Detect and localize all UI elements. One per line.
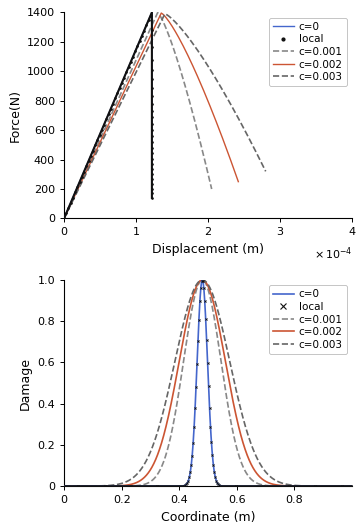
c=0.001 [289,483,293,489]
c=0.002 [202,278,206,284]
c=0 [62,483,66,489]
local [324,483,328,489]
c=0.002 [76,483,81,489]
c=0.003 [342,483,346,489]
c=0.001 [202,278,206,284]
c=0.002 [194,283,199,289]
c=0.003 [202,277,206,284]
Line: c=0.002: c=0.002 [64,280,352,486]
c=0.001 [194,287,199,293]
Legend: c=0, local, c=0.001, c=0.002, c=0.003: c=0, local, c=0.001, c=0.002, c=0.003 [269,285,347,354]
c=0 [202,290,206,297]
local [350,483,354,489]
c=0.001 [76,483,81,489]
c=0 [350,483,354,489]
Line: c=0: c=0 [64,280,352,486]
local [63,483,67,489]
c=0.002 [350,483,354,489]
c=0.002 [200,277,205,283]
c=0.002 [289,483,293,489]
Y-axis label: Force(N): Force(N) [8,89,21,142]
local [306,483,310,489]
c=0.002 [342,483,346,489]
c=0 [76,483,81,489]
c=0.003 [200,277,205,283]
c=0.001 [342,483,346,489]
c=0.003 [194,281,199,288]
c=0.001 [62,483,66,489]
c=0.002 [62,483,66,489]
c=0.003 [289,482,293,488]
c=0 [342,483,346,489]
Line: c=0.003: c=0.003 [64,280,352,486]
Legend: c=0, local, c=0.001, c=0.002, c=0.003: c=0, local, c=0.001, c=0.002, c=0.003 [269,18,347,86]
c=0.003 [350,483,354,489]
c=0.003 [341,483,346,489]
Text: $\times\,10^{-4}$: $\times\,10^{-4}$ [314,245,352,262]
c=0.003 [76,483,81,489]
c=0 [200,277,205,283]
local [201,278,205,284]
X-axis label: Displacement (m): Displacement (m) [152,243,264,256]
X-axis label: Coordinate (m): Coordinate (m) [161,511,255,523]
Line: local: local [63,280,353,487]
local [234,483,239,489]
c=0 [341,483,346,489]
local [233,483,238,489]
c=0 [289,483,293,489]
c=0.003 [62,483,66,489]
local [239,483,244,489]
local [62,483,66,489]
c=0.002 [341,483,346,489]
c=0.001 [200,277,205,283]
c=0.001 [341,483,346,489]
Y-axis label: Damage: Damage [19,356,32,410]
Line: c=0.001: c=0.001 [64,280,352,486]
c=0.001 [350,483,354,489]
c=0 [194,373,199,380]
